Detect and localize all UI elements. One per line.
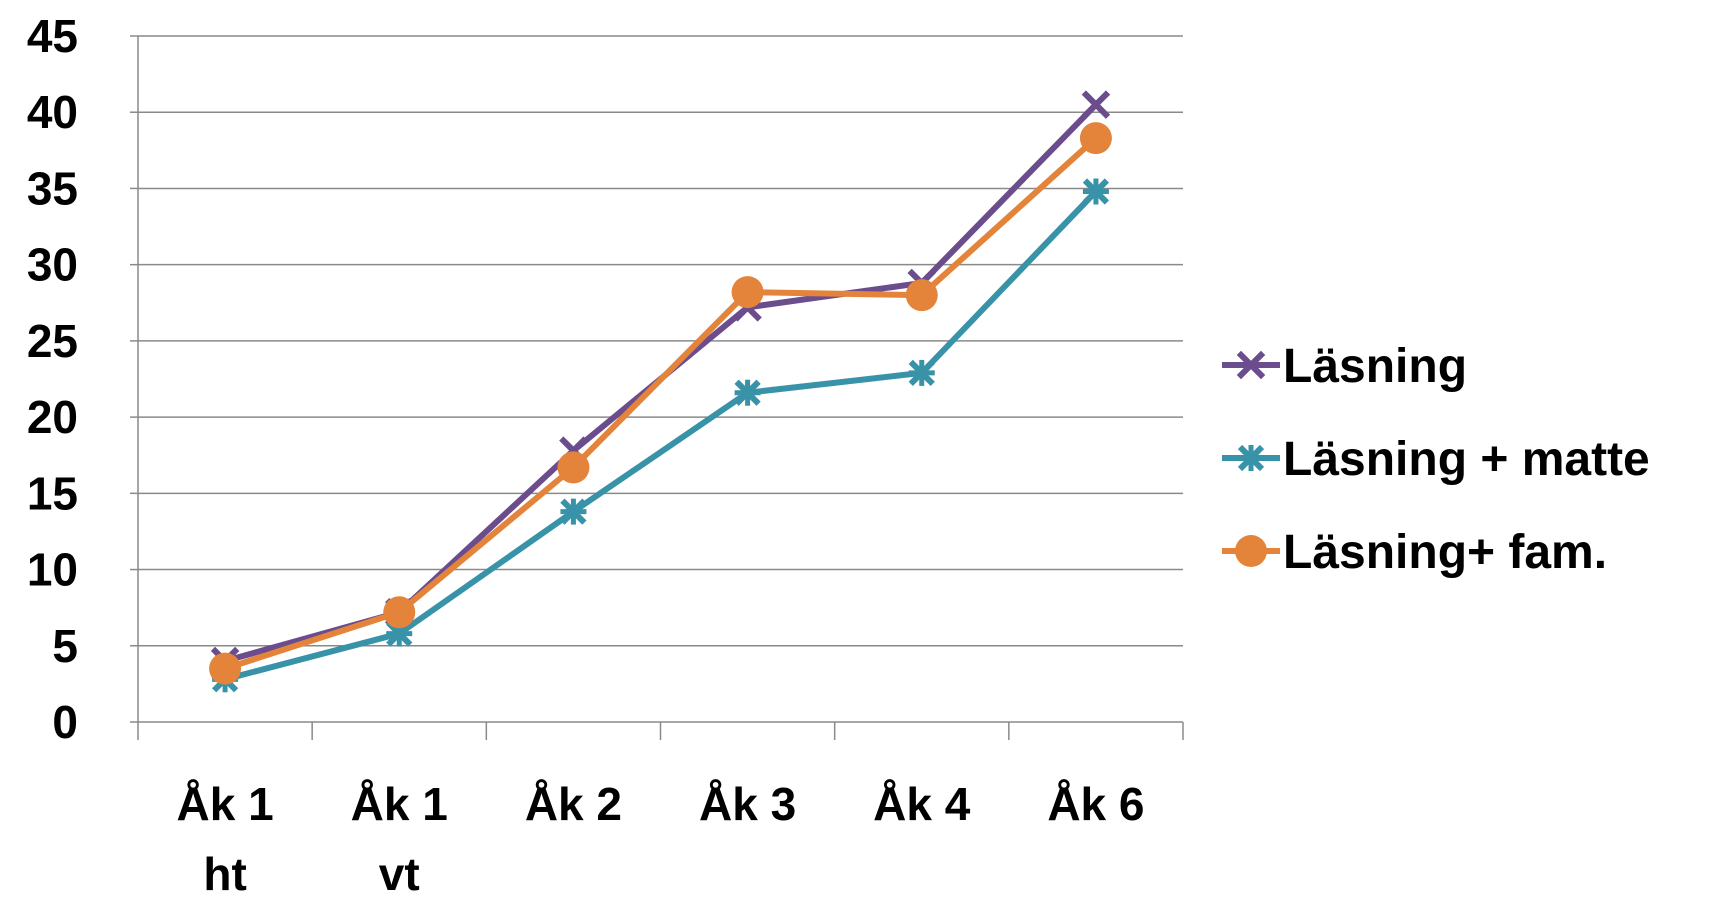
y-tick-label: 15: [27, 467, 78, 519]
legend-label: Läsning+ fam.: [1283, 526, 1607, 579]
y-tick-label: 5: [52, 620, 78, 672]
data-point: [731, 276, 764, 309]
x-tick-label: Åk 1 ht: [176, 778, 273, 900]
x-tick-label-line: Åk 2: [525, 778, 622, 830]
grid-layer: [138, 35, 1183, 647]
x-tick-label: Åk 1 vt: [351, 778, 448, 900]
series-line: [224, 189, 1099, 683]
legend-marker: [1236, 350, 1266, 380]
x-tick-label: Åk 3: [699, 778, 796, 830]
axis-layer: 0 5 10 15 20 25 30 35 40 45 Åk 1 ht Åk 1 vt Åk 2 Åk 3 Åk…: [27, 10, 1184, 900]
data-point: [209, 652, 242, 685]
data-point: [1079, 122, 1112, 155]
data-point: [383, 596, 416, 629]
legend-label: Läsning: [1283, 340, 1467, 393]
y-tick-label: 35: [27, 162, 78, 214]
series-line: [224, 135, 1098, 672]
data-point: [734, 379, 761, 406]
data-point: [1082, 178, 1110, 205]
y-tick-label: 40: [27, 86, 78, 138]
legend-marker: [1235, 535, 1267, 567]
data-point: [560, 498, 587, 525]
legend-item: Läsning + matte: [1222, 433, 1650, 486]
x-tick-label-line: Åk 1: [351, 778, 448, 830]
x-tick-label-line: ht: [203, 848, 246, 900]
data-point: [908, 359, 935, 387]
x-tick-label: Åk 6: [1047, 778, 1144, 830]
legend-label: Läsning + matte: [1283, 433, 1650, 486]
series-läsning-fam-: [209, 122, 1112, 685]
x-tick-label-line: Åk 4: [873, 778, 971, 830]
data-point: [1081, 90, 1111, 119]
series-layer: [209, 90, 1112, 693]
legend-item: Läsning+ fam.: [1222, 526, 1607, 579]
x-tick-label: Åk 4: [873, 778, 971, 830]
x-tick-label-line: Åk 1: [176, 778, 273, 830]
legend-item: Läsning: [1222, 340, 1467, 393]
x-tick-label-line: Åk 6: [1047, 778, 1144, 830]
legend-marker: [1237, 444, 1265, 472]
y-tick-label: 20: [27, 391, 78, 443]
series-läsning-matte: [211, 178, 1110, 693]
y-tick-label: 45: [27, 10, 78, 62]
x-tick-label-line: vt: [379, 848, 420, 900]
y-tick-label: 30: [27, 239, 78, 291]
y-tick-label: 0: [52, 696, 78, 748]
y-tick-label: 25: [27, 315, 78, 367]
data-point: [557, 451, 590, 484]
x-tick-label-line: Åk 3: [699, 778, 796, 830]
y-tick-label: 10: [27, 544, 78, 596]
legend: Läsning Läsning + matte Läsning+ fam.: [1222, 340, 1650, 579]
x-tick-label: Åk 2: [525, 778, 622, 830]
data-point: [905, 279, 938, 312]
